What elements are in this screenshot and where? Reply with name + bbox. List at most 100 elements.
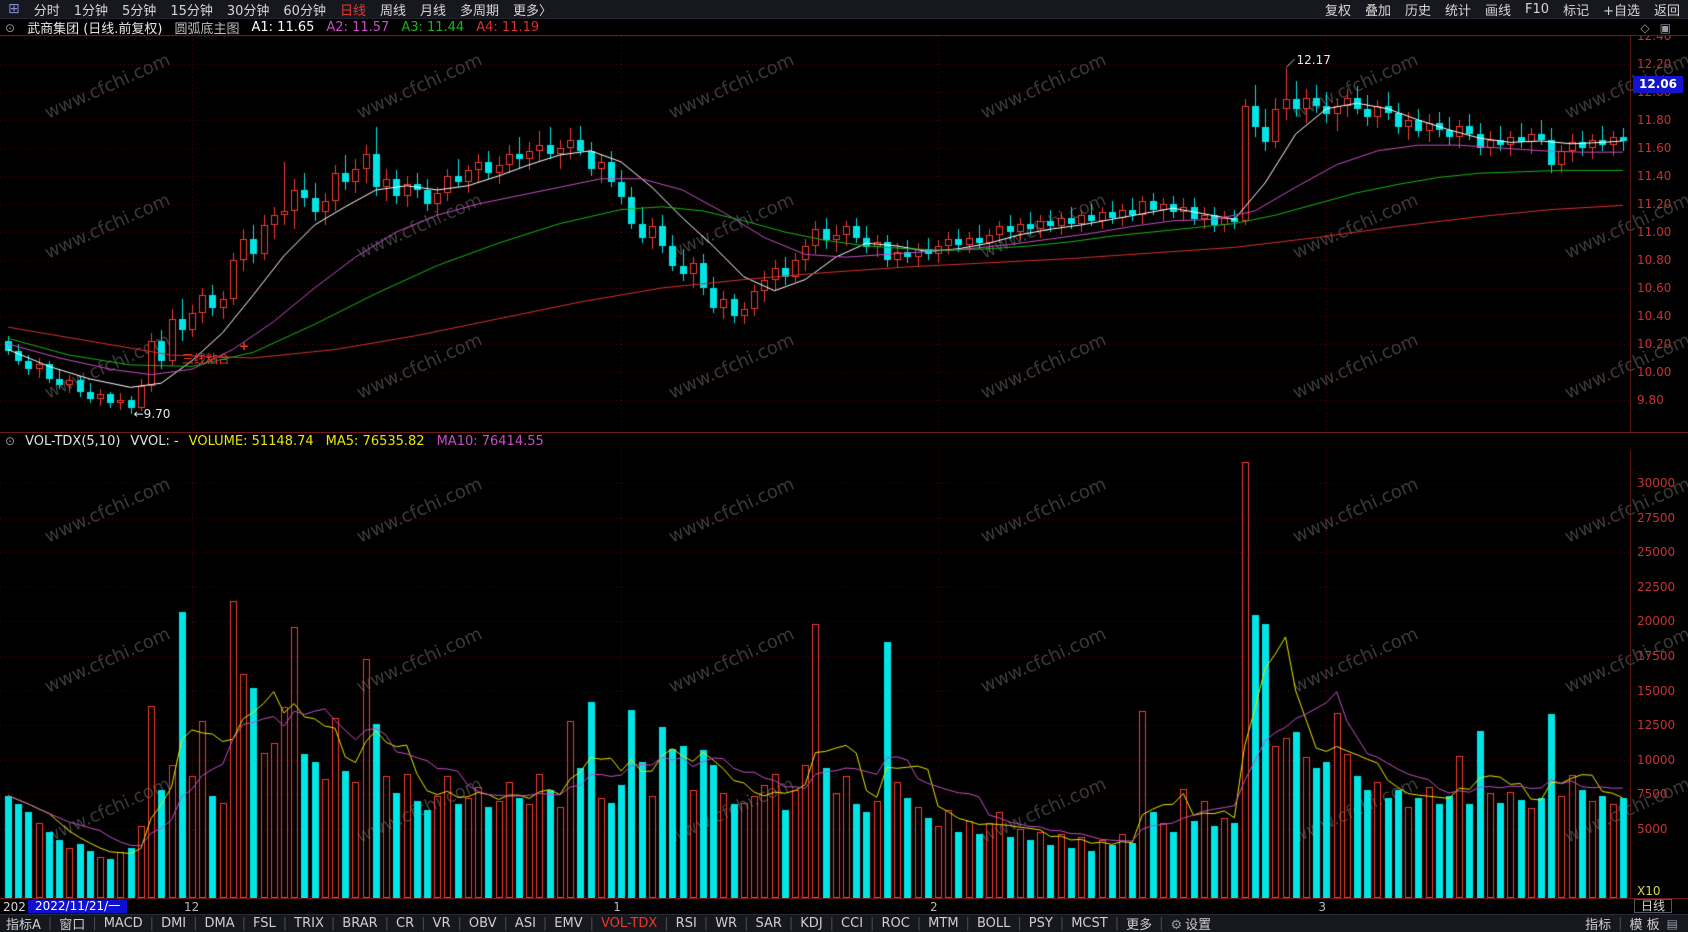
indicator-button-obv[interactable]: OBV [468, 916, 497, 931]
menu-item-fenshi[interactable]: 分时 [33, 3, 60, 19]
indicator-button-wr[interactable]: WR [715, 916, 738, 931]
price-axis-separator [1630, 36, 1631, 432]
separator: | [916, 916, 922, 931]
indicator-value-a1: A1: 11.65 [251, 20, 315, 35]
price-tick: 10.00 [1637, 364, 1672, 379]
indicator-button-brar[interactable]: BRAR [342, 916, 378, 931]
indicator-button--a[interactable]: 指标A [6, 918, 41, 932]
indicator-button-asi[interactable]: ASI [514, 916, 536, 931]
separator: | [384, 916, 390, 931]
annotation-low: ←9.70 [133, 406, 171, 421]
gear-icon: ⚙ [1170, 918, 1183, 932]
menu-item-mark[interactable]: 标记 [1563, 3, 1590, 19]
indicator-button-mcst[interactable]: MCST [1071, 916, 1108, 931]
separator: | [1114, 916, 1120, 931]
volume-unit-label: X10 [1637, 884, 1661, 898]
selected-date: 2022/11/21/一 [28, 900, 128, 913]
menu-item-weekly[interactable]: 周线 [379, 3, 406, 19]
volume-chart-canvas[interactable] [0, 450, 1630, 898]
price-chart-canvas[interactable] [0, 36, 1630, 432]
menu-item-adjust[interactable]: 复权 [1324, 3, 1351, 19]
indicator-button-cci[interactable]: CCI [841, 916, 864, 931]
diamond-icon[interactable]: ◇ [1640, 20, 1650, 35]
period-box[interactable]: 日线 [1634, 899, 1673, 913]
indicator-button-emv[interactable]: EMV [554, 916, 583, 931]
menu-item-monthly[interactable]: 月线 [419, 3, 446, 19]
separator: | [542, 916, 548, 931]
indicator-button-roc[interactable]: ROC [881, 916, 910, 931]
toolbar-button-template[interactable]: 模 板 [1629, 918, 1660, 932]
separator: | [589, 916, 595, 931]
menu-item-stats[interactable]: 统计 [1445, 3, 1472, 19]
volume-tick: 27500 [1637, 510, 1676, 525]
layout-icon[interactable]: ▤ [1666, 916, 1678, 931]
menu-item-daily[interactable]: 日线 [339, 3, 366, 19]
menu-item-add-watchlist[interactable]: +自选 [1603, 3, 1640, 19]
separator: | [1618, 916, 1623, 931]
volume-field-2: MA10: 76414.55 [436, 433, 544, 449]
indicator-button--[interactable]: 窗口 [59, 918, 86, 932]
volume-axis-separator [1630, 450, 1631, 898]
indicator-button-trix[interactable]: TRIX [294, 916, 324, 931]
main-indicator-name[interactable]: 圆弧底主图 [174, 22, 240, 37]
volume-field-0: VOLUME: 51148.74 [188, 433, 314, 449]
volume-tick: 17500 [1637, 649, 1676, 664]
separator: | [47, 916, 53, 931]
indicator-button-dma[interactable]: DMA [204, 916, 235, 931]
toolbar-button-indicator[interactable]: 指标 [1585, 918, 1612, 932]
price-tick: 12.40 [1637, 36, 1672, 43]
app-grid-icon[interactable]: ⊞ [8, 1, 20, 17]
toolbar-items: 指标A | 窗口 | MACD | DMI | DMA | FSL | TRIX | BRAR | CR | VR |… [6, 914, 1211, 932]
stock-title: 武商集团 (日线.前复权) [27, 22, 163, 37]
menu-item-min-1[interactable]: 1分钟 [73, 3, 109, 19]
menu-item-more[interactable]: 更多〉 [513, 3, 553, 19]
menu-item-f10[interactable]: F10 [1525, 1, 1550, 17]
pane-divider-middle [0, 432, 1688, 433]
indicator-collapse-icon[interactable]: ⊙ [5, 434, 16, 448]
chart-info-bar: ⊙ 武商集团 (日线.前复权) 圆弧底主图 A1: 11.65 A2: 11.57… [0, 19, 1688, 37]
volume-tick: 12500 [1637, 718, 1676, 733]
price-tick: 11.00 [1637, 224, 1672, 239]
indicator-button--[interactable]: 更多 [1126, 918, 1153, 932]
volume-indicator-name[interactable]: VOL-TDX(5,10) [25, 433, 121, 449]
indicator-button-sar[interactable]: SAR [755, 916, 782, 931]
indicator-value-a3: A3: 11.44 [401, 20, 465, 35]
top-menubar: ⊞ 分时 1分钟 5分钟 15分钟 30分钟 60分钟 日线 周线 月线 多周期 更多〉 复权 叠加历… [0, 0, 1688, 19]
menu-item-multi-period[interactable]: 多周期 [460, 3, 500, 19]
menu-item-min-60[interactable]: 60分钟 [283, 3, 326, 19]
indicator-value-a4: A4: 11.19 [476, 20, 540, 35]
separator: | [788, 916, 794, 931]
indicator-button-cr[interactable]: CR [396, 916, 415, 931]
menu-item-min-15[interactable]: 15分钟 [170, 3, 213, 19]
indicator-button-dmi[interactable]: DMI [161, 916, 187, 931]
price-tick: 10.20 [1637, 336, 1672, 351]
price-tick: 10.80 [1637, 252, 1672, 267]
volume-tick: 20000 [1637, 614, 1676, 629]
menu-item-min-30[interactable]: 30分钟 [226, 3, 270, 19]
indicator-button-psy[interactable]: PSY [1028, 916, 1053, 931]
separator: | [703, 916, 709, 931]
vvol-value: VVOL: - [130, 433, 179, 449]
settings-button[interactable]: ⚙ 设置 [1170, 914, 1211, 932]
menu-item-draw-line[interactable]: 画线 [1485, 3, 1512, 19]
indicator-button-fsl[interactable]: FSL [253, 916, 276, 931]
indicator-button-vol-tdx[interactable]: VOL-TDX [601, 916, 658, 931]
grid-icon[interactable]: ▣ [1659, 20, 1671, 35]
menu-item-history[interactable]: 历史 [1404, 3, 1431, 19]
volume-field-1: MA5: 76535.82 [325, 433, 425, 449]
separator: | [241, 916, 247, 931]
indicator-button-rsi[interactable]: RSI [675, 916, 697, 931]
indicator-button-mtm[interactable]: MTM [928, 916, 959, 931]
indicator-button-vr[interactable]: VR [432, 916, 451, 931]
menu-item-back[interactable]: 返回 [1653, 3, 1680, 19]
indicator-button-boll[interactable]: BOLL [976, 916, 1011, 931]
menu-item-min-5[interactable]: 5分钟 [122, 3, 157, 19]
pane-divider-bottom [0, 898, 1688, 899]
collapse-icon[interactable]: ⊙ [5, 20, 16, 35]
indicator-button-macd[interactable]: MACD [103, 916, 143, 931]
menu-item-overlay[interactable]: 叠加 [1364, 3, 1391, 19]
tools-menu: 复权 叠加 历史 统计 画线 F10 标记 +自选 返回 [1325, 0, 1680, 19]
volume-tick: 22500 [1637, 579, 1676, 594]
indicator-button-kdj[interactable]: KDJ [800, 916, 823, 931]
